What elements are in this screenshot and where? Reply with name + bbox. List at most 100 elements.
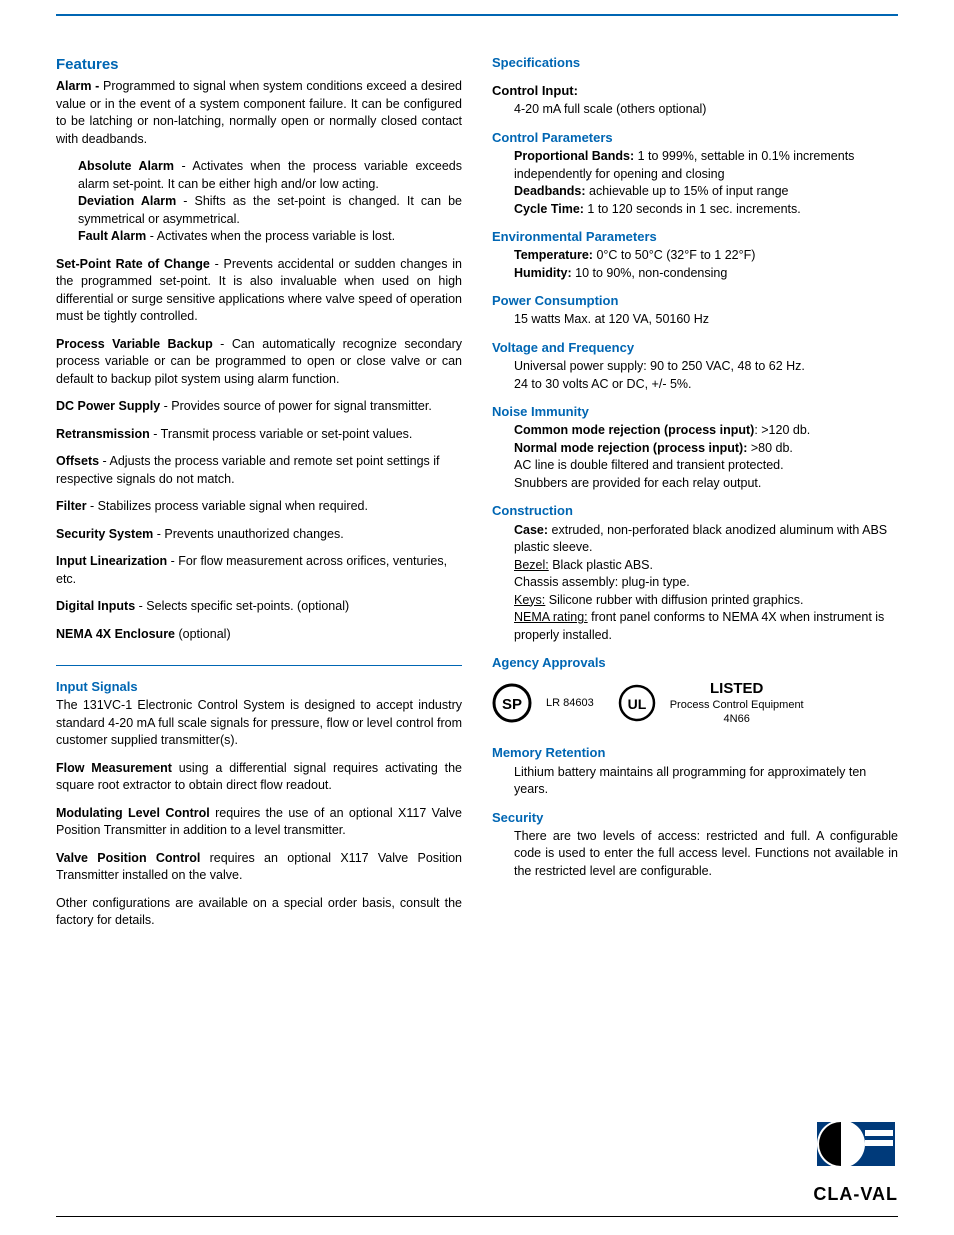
csa-icon: SP (492, 683, 532, 723)
pc-text: 15 watts Max. at 120 VA, 50160 Hz (492, 311, 898, 329)
con-case-label: Case: (514, 523, 548, 537)
filt-label: Filter (56, 499, 87, 513)
ni-block: Common mode rejection (process input): >… (492, 422, 898, 492)
listed-block: LISTED Process Control Equipment 4N66 (670, 680, 804, 726)
lin-label: Input Linearization (56, 554, 167, 568)
is-intro: The 131VC-1 Electronic Control System is… (56, 697, 462, 750)
sproc-label: Set-Point Rate of Change (56, 257, 210, 271)
dig-text: - Selects specific set-points. (optional… (135, 599, 349, 613)
alarm-text: Programmed to signal when system conditi… (56, 79, 462, 146)
fault-text: - Activates when the process variable is… (146, 229, 395, 243)
specs-heading: Specifications (492, 54, 898, 72)
ni-l3: AC line is double filtered and transient… (514, 457, 898, 475)
is-vpc: Valve Position Control requires an optio… (56, 850, 462, 885)
cp-db: Deadbands: achievable up to 15% of input… (514, 183, 898, 201)
con-bezel-label: Bezel: (514, 558, 549, 572)
is-flow: Flow Measurement using a differential si… (56, 760, 462, 795)
section-divider (56, 665, 462, 666)
ni-cm-label: Common mode rejection (process input) (514, 423, 754, 437)
ni-nm-text: >80 db. (747, 441, 793, 455)
is-mod: Modulating Level Control requires the us… (56, 805, 462, 840)
control-params-heading: Control Parameters (492, 129, 898, 147)
dc-label: DC Power Supply (56, 399, 160, 413)
env-t-text: 0°C to 50°C (32°F to 1 22°F) (593, 248, 755, 262)
cp-db-label: Deadbands: (514, 184, 586, 198)
pc-heading: Power Consumption (492, 292, 898, 310)
security-text: There are two levels of access: restrict… (492, 828, 898, 881)
security-heading: Security (492, 809, 898, 827)
sec-text: - Prevents unauthorized changes. (153, 527, 343, 541)
input-signals-heading: Input Signals (56, 678, 462, 696)
filt-text: - Stabilizes process variable signal whe… (87, 499, 368, 513)
content-columns: Features Alarm - Programmed to signal wh… (56, 54, 898, 940)
ni-l4: Snubbers are provided for each relay out… (514, 475, 898, 493)
bottom-rule (56, 1216, 898, 1217)
is-flow-label: Flow Measurement (56, 761, 172, 775)
ci-text: 4-20 mA full scale (others optional) (492, 101, 898, 119)
sproc-paragraph: Set-Point Rate of Change - Prevents acci… (56, 256, 462, 326)
con-nema: NEMA rating: front panel conforms to NEM… (514, 609, 898, 644)
ni-heading: Noise Immunity (492, 403, 898, 421)
pvb-paragraph: Process Variable Backup - Can automatica… (56, 336, 462, 389)
cp-ct-label: Cycle Time: (514, 202, 584, 216)
right-column: Specifications Control Input: 4-20 mA fu… (492, 54, 898, 940)
control-input-heading: Control Input: (492, 82, 898, 100)
off-label: Offsets (56, 454, 99, 468)
cp-ct-text: 1 to 120 seconds in 1 sec. increments. (584, 202, 801, 216)
listed-sub2: 4N66 (670, 713, 804, 727)
env-temp: Temperature: 0°C to 50°C (32°F to 1 22°F… (514, 247, 898, 265)
con-keys-text: Silicone rubber with diffusion printed g… (545, 593, 803, 607)
mem-text: Lithium battery maintains all programmin… (492, 764, 898, 799)
ni-cm: Common mode rejection (process input): >… (514, 422, 898, 440)
ni-nm: Normal mode rejection (process input): >… (514, 440, 898, 458)
mem-heading: Memory Retention (492, 744, 898, 762)
con-nema-label: NEMA rating: (514, 610, 588, 624)
is-vpc-label: Valve Position Control (56, 851, 200, 865)
fault-alarm: Fault Alarm - Activates when the process… (78, 228, 462, 246)
con-bezel-text: Black plastic ABS. (549, 558, 653, 572)
nema-text: (optional) (175, 627, 231, 641)
pvb-label: Process Variable Backup (56, 337, 213, 351)
con-case-text: extruded, non-perforated black anodized … (514, 523, 887, 555)
dev-label: Deviation Alarm (78, 194, 176, 208)
dig-label: Digital Inputs (56, 599, 135, 613)
ni-nm-label: Normal mode rejection (process input): (514, 441, 747, 455)
fault-label: Fault Alarm (78, 229, 146, 243)
features-heading: Features (56, 54, 462, 75)
env-h-label: Humidity: (514, 266, 572, 280)
deviation-alarm: Deviation Alarm - Shifts as the set-poin… (78, 193, 462, 228)
agency-row: SP LR 84603 UL LISTED Process Control Eq… (492, 680, 898, 726)
ni-cm-text: : >120 db. (754, 423, 810, 437)
dc-paragraph: DC Power Supply - Provides source of pow… (56, 398, 462, 416)
sec-paragraph: Security System - Prevents unauthorized … (56, 526, 462, 544)
sec-label: Security System (56, 527, 153, 541)
listed-sub1: Process Control Equipment (670, 699, 804, 713)
abs-label: Absolute Alarm (78, 159, 174, 173)
cp-pb-label: Proportional Bands: (514, 149, 634, 163)
env-heading: Environmental Parameters (492, 228, 898, 246)
con-bezel: Bezel: Black plastic ABS. (514, 557, 898, 575)
ul-icon: UL (618, 684, 656, 722)
cp-pb: Proportional Bands: 1 to 999%, settable … (514, 148, 898, 183)
con-case: Case: extruded, non-perforated black ano… (514, 522, 898, 557)
brand-logo: CLA-VAL (813, 1116, 898, 1207)
vf-block: Universal power supply: 90 to 250 VAC, 4… (492, 358, 898, 393)
left-column: Features Alarm - Programmed to signal wh… (56, 54, 462, 940)
off-paragraph: Offsets - Adjusts the process variable a… (56, 453, 462, 488)
svg-text:SP: SP (502, 696, 522, 713)
ret-paragraph: Retransmission - Transmit process variab… (56, 426, 462, 444)
filt-paragraph: Filter - Stabilizes process variable sig… (56, 498, 462, 516)
con-keys: Keys: Silicone rubber with diffusion pri… (514, 592, 898, 610)
ret-text: - Transmit process variable or set-point… (150, 427, 413, 441)
alarm-paragraph: Alarm - Programmed to signal when system… (56, 78, 462, 148)
brand-name: CLA-VAL (813, 1182, 898, 1207)
lr-text: LR 84603 (546, 696, 594, 711)
cp-block: Proportional Bands: 1 to 999%, settable … (492, 148, 898, 218)
absolute-alarm: Absolute Alarm - Activates when the proc… (78, 158, 462, 193)
con-heading: Construction (492, 502, 898, 520)
env-block: Temperature: 0°C to 50°C (32°F to 1 22°F… (492, 247, 898, 282)
listed-label: LISTED (670, 680, 804, 699)
claval-logo-icon (817, 1116, 895, 1174)
dig-paragraph: Digital Inputs - Selects specific set-po… (56, 598, 462, 616)
top-rule (56, 14, 898, 16)
